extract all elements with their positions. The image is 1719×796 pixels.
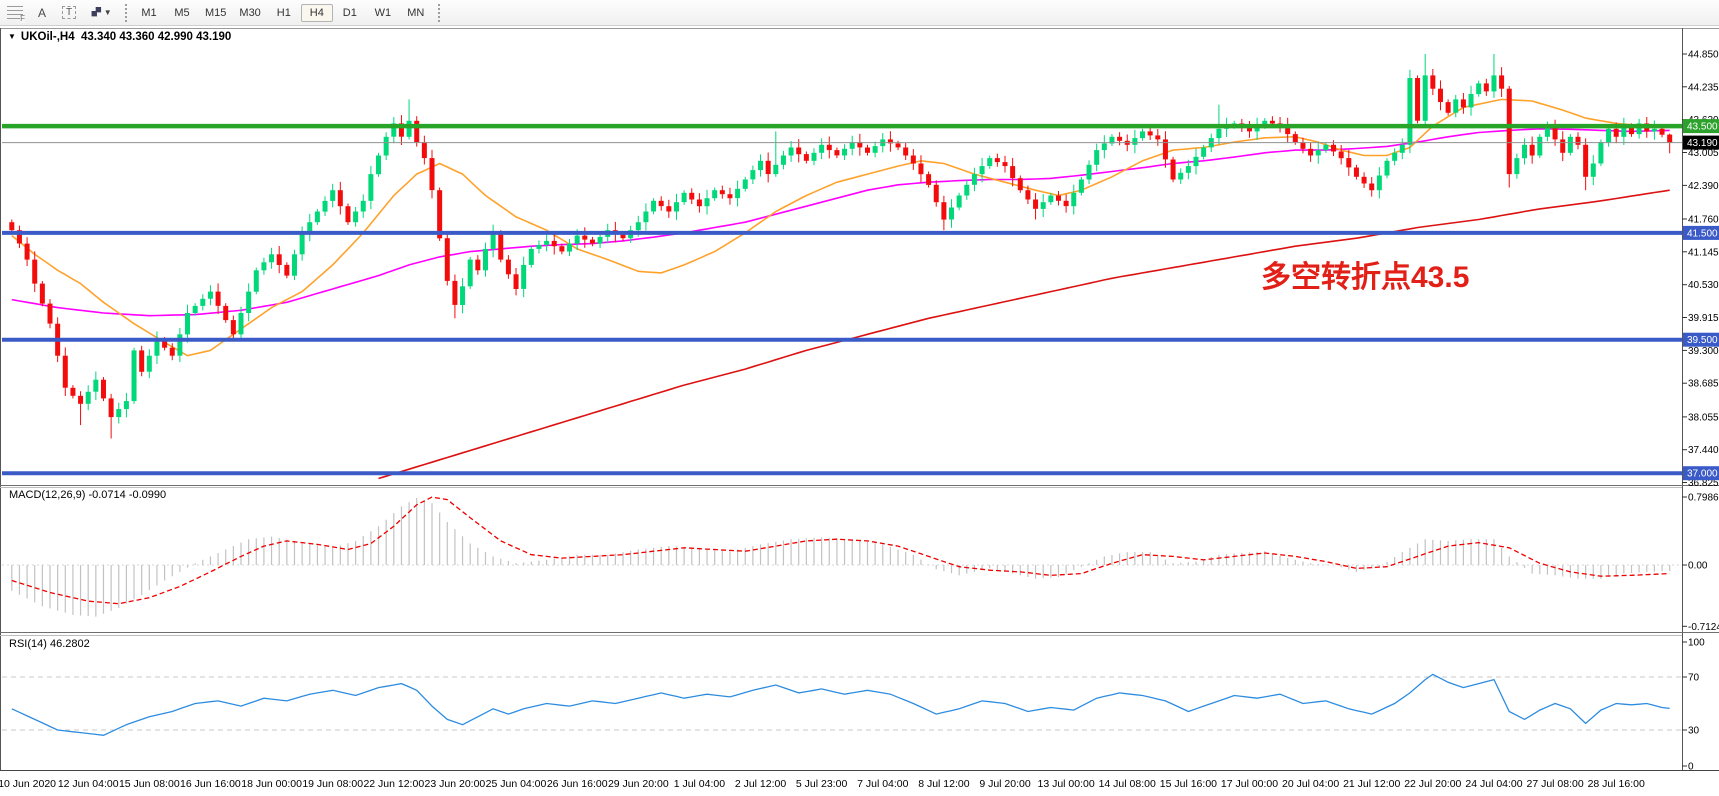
collapse-triangle-icon[interactable]: ▼ bbox=[8, 32, 16, 41]
time-axis[interactable]: 10 Jun 2020 12 Jun 04:00 15 Jun 08:00 16 Ju… bbox=[0, 778, 1645, 790]
text-label-tool-button[interactable]: T bbox=[56, 3, 82, 23]
price-tick-label: 36.825 bbox=[1688, 478, 1719, 489]
time-tick-label: 2 Jul 12:00 bbox=[735, 778, 787, 790]
time-tick-label: 18 Jun 00:00 bbox=[241, 778, 302, 790]
price-tick-label: 42.390 bbox=[1688, 181, 1719, 192]
rsi-tick-label: 30 bbox=[1688, 726, 1700, 737]
chart-text-annotation[interactable]: 多空转折点43.5 bbox=[1261, 261, 1470, 294]
time-tick-label: 5 Jul 23:00 bbox=[796, 778, 848, 790]
timeframe-m1-button[interactable]: M1 bbox=[141, 6, 157, 19]
price-tick-label: 44.850 bbox=[1688, 50, 1719, 61]
time-tick-label: 13 Jul 00:00 bbox=[1037, 778, 1094, 790]
timeframe-h4-button[interactable]: H4 bbox=[300, 3, 333, 22]
fibonacci-icon: F bbox=[7, 6, 25, 23]
price-badge bbox=[1683, 332, 1719, 347]
macd-layer bbox=[2, 496, 1681, 617]
macd-tick-label: -0.7124 bbox=[1688, 622, 1719, 633]
time-tick-label: 20 Jul 04:00 bbox=[1282, 778, 1339, 790]
text-tool-icon: A bbox=[37, 5, 46, 20]
toolbar-grip[interactable] bbox=[437, 3, 440, 22]
chart-window[interactable]: ▼ UKOil-,H4 43.340 43.360 42.990 43.190 M… bbox=[0, 26, 1719, 796]
price-tick-label: 43.005 bbox=[1688, 148, 1719, 159]
price-badge-label: 43.500 bbox=[1687, 122, 1718, 133]
price-tick-label: 40.530 bbox=[1688, 280, 1719, 291]
arrows-tool-button[interactable]: ◆◆ ▼ bbox=[83, 3, 119, 23]
time-tick-label: 27 Jul 08:00 bbox=[1526, 778, 1583, 790]
price-tick-label: 39.915 bbox=[1688, 313, 1719, 324]
price-badge bbox=[1683, 225, 1719, 240]
candles-layer bbox=[9, 54, 1673, 439]
time-tick-label: 1 Jul 04:00 bbox=[674, 778, 726, 790]
macd-axis[interactable]: 0.7986 0.00 -0.7124 bbox=[1682, 493, 1719, 633]
time-tick-label: 12 Jun 04:00 bbox=[58, 778, 119, 790]
top-toolbar: F A T ◆◆ ▼ M1 M5 M15 M30 H1 H4 D1 W1 MN bbox=[0, 0, 1719, 26]
time-tick-label: 26 Jun 16:00 bbox=[547, 778, 608, 790]
fibonacci-lines-button[interactable]: F bbox=[2, 3, 28, 23]
price-badge-label: 41.500 bbox=[1687, 228, 1718, 239]
time-tick-label: 15 Jun 08:00 bbox=[119, 778, 180, 790]
rsi-tick-label: 100 bbox=[1688, 638, 1705, 649]
time-tick-label: 17 Jul 00:00 bbox=[1221, 778, 1278, 790]
time-tick-label: 24 Jul 04:00 bbox=[1465, 778, 1522, 790]
time-tick-label: 19 Jun 08:00 bbox=[302, 778, 363, 790]
time-tick-label: 16 Jun 16:00 bbox=[180, 778, 241, 790]
time-tick-label: 22 Jun 12:00 bbox=[363, 778, 424, 790]
time-tick-label: 7 Jul 04:00 bbox=[857, 778, 909, 790]
price-badge-label: 43.190 bbox=[1687, 138, 1718, 149]
symbol-period-label: UKOil-,H4 bbox=[20, 31, 75, 43]
ma-slow-red-line bbox=[378, 189, 1670, 480]
time-tick-label: 15 Jul 16:00 bbox=[1160, 778, 1217, 790]
time-tick-label: 9 Jul 20:00 bbox=[979, 778, 1031, 790]
time-tick-label: 23 Jun 20:00 bbox=[425, 778, 486, 790]
timeframe-m15-button[interactable]: M15 bbox=[205, 6, 227, 19]
rsi-layer bbox=[2, 673, 1681, 736]
chevron-down-icon: ▼ bbox=[103, 8, 112, 17]
price-badge-label: 37.000 bbox=[1687, 469, 1718, 480]
price-tick-label: 41.145 bbox=[1688, 247, 1719, 258]
price-tick-label: 37.440 bbox=[1688, 445, 1719, 456]
price-tick-label: 41.760 bbox=[1688, 215, 1719, 226]
timeframe-w1-button[interactable]: W1 bbox=[374, 6, 392, 19]
time-tick-label: 22 Jul 20:00 bbox=[1404, 778, 1461, 790]
timeframe-m5-button[interactable]: M5 bbox=[174, 6, 190, 19]
timeframe-m30-button[interactable]: M30 bbox=[239, 6, 261, 19]
ma-mid-magenta-line bbox=[11, 127, 1670, 317]
timeframe-mn-button[interactable]: MN bbox=[407, 6, 425, 19]
rsi-indicator-label: RSI(14) 46.2802 bbox=[9, 638, 90, 650]
rsi-axis[interactable]: 100 70 30 0 bbox=[1682, 638, 1705, 773]
rsi-line bbox=[11, 673, 1670, 736]
price-badge-label: 39.500 bbox=[1687, 335, 1718, 346]
ohlc-values: 43.340 43.360 42.990 43.190 bbox=[80, 31, 232, 43]
price-badge bbox=[1683, 466, 1719, 481]
price-tick-label: 44.235 bbox=[1688, 82, 1719, 93]
chart-title: ▼ UKOil-,H4 43.340 43.360 42.990 43.190 bbox=[8, 31, 231, 43]
time-tick-label: 28 Jul 16:00 bbox=[1588, 778, 1645, 790]
chart-canvas[interactable]: 44.85044.23543.62043.00542.39041.76041.1… bbox=[0, 26, 1719, 796]
price-badge bbox=[1683, 135, 1719, 150]
price-tick-label: 38.055 bbox=[1688, 412, 1719, 423]
price-badge bbox=[1683, 119, 1719, 134]
text-label-icon: T bbox=[61, 6, 77, 19]
macd-indicator-label: MACD(12,26,9) -0.0714 -0.0990 bbox=[9, 489, 167, 501]
arrows-icon: ◆◆ bbox=[88, 4, 104, 21]
timeframe-d1-button[interactable]: D1 bbox=[342, 6, 357, 19]
macd-signal-line bbox=[11, 496, 1670, 605]
macd-tick-label: 0.7986 bbox=[1688, 493, 1719, 504]
toolbar-grip[interactable] bbox=[125, 3, 127, 22]
rsi-tick-label: 0 bbox=[1688, 762, 1694, 773]
time-tick-label: 29 Jun 20:00 bbox=[608, 778, 669, 790]
time-tick-label: 21 Jul 12:00 bbox=[1343, 778, 1400, 790]
text-tool-button[interactable]: A bbox=[29, 3, 55, 23]
price-tick-label: 38.685 bbox=[1688, 379, 1719, 390]
time-tick-label: 10 Jun 2020 bbox=[0, 778, 56, 790]
timeframe-h1-button[interactable]: H1 bbox=[276, 6, 291, 19]
time-tick-label: 14 Jul 08:00 bbox=[1099, 778, 1156, 790]
price-axis[interactable]: 44.85044.23543.62043.00542.39041.76041.1… bbox=[1682, 50, 1719, 490]
time-tick-label: 25 Jun 04:00 bbox=[486, 778, 547, 790]
rsi-tick-label: 70 bbox=[1688, 673, 1700, 684]
time-tick-label: 8 Jul 12:00 bbox=[918, 778, 970, 790]
macd-tick-label: 0.00 bbox=[1688, 561, 1708, 572]
price-tick-label: 39.300 bbox=[1688, 346, 1719, 357]
